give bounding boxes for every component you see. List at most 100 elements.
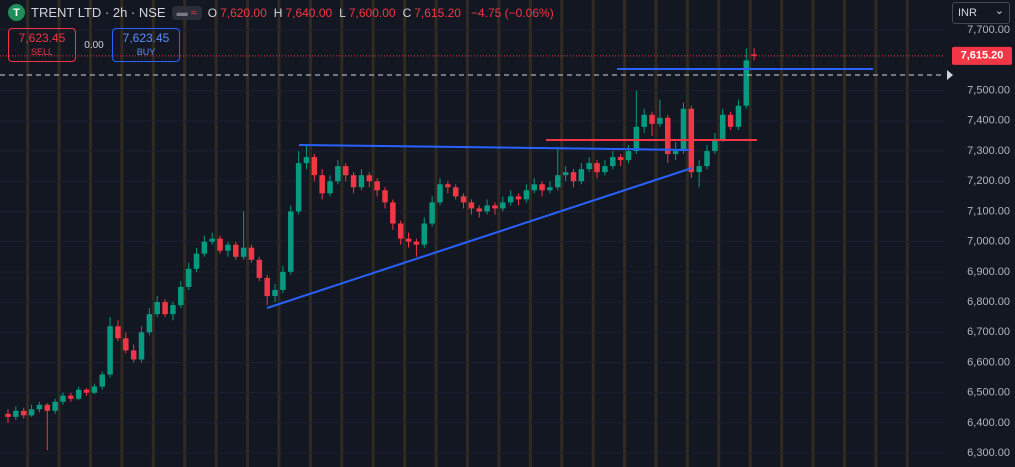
- session-separator: [905, 0, 909, 467]
- candle-body: [75, 389, 82, 399]
- candle-body: [335, 166, 341, 182]
- session-lines: [26, 0, 909, 467]
- session-separator: [717, 0, 721, 467]
- y-tick-label: 7,400.00: [967, 115, 1010, 127]
- drawings: [0, 68, 953, 309]
- candle-body: [515, 196, 522, 200]
- candle-body: [13, 410, 19, 417]
- session-separator: [151, 0, 155, 467]
- candle-body: [327, 181, 333, 194]
- candle-body: [366, 175, 373, 182]
- price-tag-box: [952, 46, 1012, 65]
- candle-body: [704, 151, 710, 167]
- candle-body: [107, 326, 113, 375]
- session-separator: [120, 0, 124, 467]
- candle-body: [484, 205, 490, 212]
- candle-body: [374, 181, 380, 191]
- candle-body: [649, 114, 655, 124]
- candle-body: [303, 157, 310, 164]
- candle-body: [617, 157, 624, 161]
- currency-select[interactable]: INR: [952, 2, 1010, 24]
- y-tick-label: 7,100.00: [967, 205, 1010, 217]
- session-separator: [57, 0, 61, 467]
- candle-body: [146, 314, 153, 333]
- candle-body: [476, 208, 482, 212]
- candle-body: [382, 190, 388, 203]
- candle-body: [641, 114, 647, 127]
- candle-body: [68, 395, 74, 399]
- candle-body: [295, 163, 302, 212]
- candle-body: [123, 338, 129, 351]
- session-separator: [811, 0, 815, 467]
- session-separator: [560, 0, 564, 467]
- candle-body: [429, 202, 435, 224]
- session-separator: [88, 0, 92, 467]
- crosshair-marker: [947, 70, 953, 80]
- candle-body: [570, 172, 577, 182]
- session-separator: [277, 0, 281, 467]
- candle-body: [500, 202, 506, 209]
- buy-label: BUY: [136, 47, 156, 57]
- candle-body: [452, 187, 459, 197]
- buy-button[interactable]: 7,623.45 BUY: [112, 28, 180, 62]
- candle-body: [390, 202, 396, 224]
- session-separator: [842, 0, 846, 467]
- candle-body: [162, 302, 168, 315]
- candle-body: [633, 126, 640, 152]
- candle-body: [83, 389, 90, 393]
- session-separator: [497, 0, 501, 467]
- candle-body: [178, 286, 184, 306]
- y-tick-label: 6,500.00: [967, 387, 1010, 399]
- y-tick-label: 6,900.00: [967, 266, 1010, 278]
- session-separator: [403, 0, 407, 467]
- candle-body: [437, 184, 443, 203]
- candle-body: [288, 211, 294, 272]
- candle-body: [460, 196, 467, 203]
- session-separator: [780, 0, 784, 467]
- candle-body: [421, 223, 428, 245]
- session-separator: [465, 0, 469, 467]
- candle-body: [680, 108, 687, 152]
- price-axis: 6,300.00 6,400.00 6,500.00 6,600.00 6,700.00…: [952, 24, 1012, 459]
- indicator-toggle[interactable]: ▬ ≈: [171, 5, 202, 20]
- session-separator: [685, 0, 689, 467]
- sell-button[interactable]: 7,623.45 SELL: [8, 28, 76, 62]
- session-separator: [183, 0, 187, 467]
- buy-price: 7,623.45: [122, 31, 170, 45]
- symbol[interactable]: TRENT LTD · 2h · NSE: [31, 5, 166, 20]
- y-tick-label: 6,800.00: [967, 296, 1010, 308]
- session-separator: [371, 0, 375, 467]
- candle-body: [523, 190, 530, 200]
- candle-body: [445, 184, 451, 188]
- logo: T: [8, 4, 25, 21]
- trend-line: [298, 144, 691, 151]
- trade-panel: 7,623.45 SELL 0.00 7,623.45 BUY: [8, 28, 180, 62]
- candle-body: [507, 196, 514, 203]
- candle-body: [743, 60, 750, 106]
- ohlc: O 7,620.00 H 7,640.00 L 7,600.00 C 7,615.20: [208, 6, 465, 20]
- candle-body: [413, 241, 420, 245]
- candle-body: [531, 184, 537, 191]
- candle-body: [44, 404, 51, 411]
- indicator-icon: ≈: [190, 6, 197, 19]
- y-tick-label: 6,600.00: [967, 356, 1010, 368]
- candle-body: [555, 175, 561, 188]
- candle-body: [586, 163, 592, 170]
- candle-body: [225, 244, 231, 251]
- candle-body: [319, 175, 325, 194]
- candle-body: [311, 157, 318, 176]
- candle-body: [217, 238, 223, 251]
- grid: [0, 29, 945, 454]
- candle-body: [193, 253, 200, 269]
- spread: 0.00: [84, 39, 104, 51]
- y-tick-label: 7,200.00: [967, 175, 1010, 187]
- ohlc-key: O: [207, 5, 218, 20]
- candle-body: [547, 187, 553, 191]
- candle-body: [342, 166, 349, 176]
- session-separator: [591, 0, 595, 467]
- candle-body: [578, 169, 585, 182]
- candle-body: [138, 332, 145, 360]
- candle-body: [280, 271, 286, 290]
- candle-body: [719, 114, 726, 139]
